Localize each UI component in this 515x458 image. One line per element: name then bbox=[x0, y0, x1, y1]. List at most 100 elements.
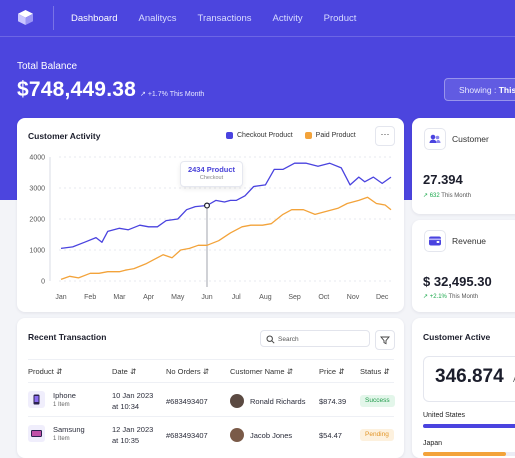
x-tick-label: Apr bbox=[143, 294, 155, 301]
showing-dropdown[interactable]: Showing : This bbox=[444, 78, 515, 101]
customer-active-box: 346.874 A bbox=[423, 356, 515, 402]
customer-active-title: Customer Active bbox=[423, 332, 491, 342]
users-icon bbox=[424, 128, 446, 150]
col-header-customer[interactable]: Customer Name ⇵ bbox=[230, 367, 293, 376]
x-tick-label: May bbox=[171, 294, 185, 301]
legend-label-checkout[interactable]: Checkout Product bbox=[237, 132, 293, 139]
arrow-up-right-icon: ↗ bbox=[423, 193, 430, 199]
col-header-price[interactable]: Price ⇵ bbox=[319, 367, 344, 376]
balance-change-text: +1.7% This Month bbox=[147, 91, 205, 98]
total-balance-label: Total Balance bbox=[17, 61, 78, 72]
x-tick-label: Aug bbox=[259, 294, 272, 301]
nav-analytics[interactable]: Analitycs bbox=[138, 12, 177, 24]
sort-icon: ⇵ bbox=[286, 367, 293, 376]
series-line-paid bbox=[60, 196, 392, 281]
y-tick-label: 4000 bbox=[29, 155, 45, 162]
series-line-checkout bbox=[60, 162, 392, 250]
arrow-up-right-icon: ↗ bbox=[423, 294, 430, 300]
x-tick-label: Dec bbox=[376, 294, 389, 301]
legend-swatch-checkout bbox=[226, 132, 233, 139]
x-tick-label: Mar bbox=[113, 294, 126, 301]
table-row-time: at 10:34 bbox=[112, 402, 140, 411]
tooltip-value: 2434 Product bbox=[187, 165, 236, 174]
status-badge: Success bbox=[360, 395, 395, 407]
activity-line-chart: 0 1000 2000 3000 4000 Jan Feb Mar Apr May Jun Jul Au… bbox=[29, 155, 394, 301]
balance-change: ↗ +1.7% This Month bbox=[140, 90, 204, 98]
x-tick-label: Jul bbox=[232, 294, 241, 301]
col-header-orders-label: No Orders bbox=[166, 367, 201, 376]
sort-icon: ⇵ bbox=[129, 367, 137, 376]
header-top-divider bbox=[28, 359, 394, 360]
customer-activity-card: Customer Activity Checkout Product Paid … bbox=[17, 118, 404, 312]
nav-underline bbox=[0, 36, 515, 37]
filter-icon bbox=[380, 336, 390, 345]
nav-dashboard[interactable]: Dashboard bbox=[71, 12, 118, 24]
col-header-date[interactable]: Date ⇵ bbox=[112, 367, 136, 376]
nav-divider bbox=[53, 6, 54, 30]
total-balance-value: $748,449.38 bbox=[17, 78, 136, 101]
table-row-date: 10 Jan 2023 bbox=[112, 391, 154, 400]
row-divider bbox=[28, 416, 394, 417]
filter-button[interactable] bbox=[375, 330, 395, 350]
col-header-status[interactable]: Status ⇵ bbox=[360, 367, 390, 376]
revenue-label: Revenue bbox=[452, 236, 487, 246]
header-bottom-divider bbox=[28, 382, 394, 383]
search-input[interactable]: Search bbox=[260, 330, 370, 347]
customer-change-suffix: This Month bbox=[441, 193, 471, 199]
table-row-price: $874.39 bbox=[319, 397, 347, 406]
y-tick-label: 2000 bbox=[29, 217, 45, 224]
more-options-button[interactable]: ··· bbox=[375, 126, 395, 146]
revenue-change-value: +2.1% bbox=[429, 294, 447, 300]
nav-product[interactable]: Product bbox=[323, 12, 357, 24]
chart-legend: Checkout Product Paid Product bbox=[226, 132, 356, 139]
revenue-change-suffix: This Month bbox=[448, 294, 479, 300]
revenue-change: ↗ +2.1% This Month bbox=[423, 293, 478, 300]
logo-cube-icon[interactable] bbox=[17, 9, 34, 26]
customer-active-value: 346.874 bbox=[435, 366, 504, 387]
table-row-product-qty: 1 Item bbox=[53, 436, 70, 442]
highlight-point bbox=[204, 202, 211, 209]
y-tick-label: 0 bbox=[41, 279, 45, 286]
table-row-order: #683493407 bbox=[166, 431, 208, 440]
table-row-customer: Jacob Jones bbox=[250, 431, 293, 440]
country-bar-us bbox=[423, 424, 515, 428]
col-header-orders[interactable]: No Orders ⇵ bbox=[166, 367, 209, 376]
table-row-customer: Ronald Richards bbox=[250, 397, 306, 406]
showing-value: This bbox=[498, 85, 515, 95]
x-tick-label: Feb bbox=[84, 294, 96, 301]
col-header-product[interactable]: Product ⇵ bbox=[28, 367, 62, 376]
col-header-product-label: Product bbox=[28, 367, 54, 376]
recent-transaction-title: Recent Transaction bbox=[28, 332, 107, 342]
sort-icon: ⇵ bbox=[202, 367, 209, 376]
nav-activity[interactable]: Activity bbox=[272, 12, 303, 24]
customer-label: Customer bbox=[452, 134, 489, 144]
recent-transaction-card: Recent Transaction Search Product ⇵ Date… bbox=[17, 318, 404, 458]
customer-kpi-card[interactable]: Customer 27.394 ↗ 632 This Month bbox=[412, 118, 515, 214]
country-bar-fill-us bbox=[423, 424, 515, 428]
customer-change-value: 632 bbox=[429, 193, 440, 199]
nav-transactions[interactable]: Transactions bbox=[197, 12, 252, 24]
col-header-status-label: Status bbox=[360, 367, 382, 376]
search-icon bbox=[266, 335, 275, 344]
x-tick-label: Oct bbox=[318, 294, 329, 301]
revenue-kpi-card[interactable]: Revenue $ 32,495.30 ↗ +2.1% This Month bbox=[412, 220, 515, 312]
avatar bbox=[230, 394, 244, 408]
country-label-us: United States bbox=[423, 412, 466, 419]
customer-active-suffix: A bbox=[513, 375, 515, 384]
status-badge: Pending bbox=[360, 429, 394, 441]
country-bar-fill-japan bbox=[423, 452, 506, 456]
wallet-icon bbox=[424, 230, 446, 252]
sort-icon: ⇵ bbox=[383, 367, 390, 376]
product-image-samsung bbox=[28, 425, 45, 442]
product-image-iphone bbox=[28, 391, 45, 408]
customer-change: ↗ 632 This Month bbox=[423, 192, 471, 199]
col-header-date-label: Date bbox=[112, 367, 128, 376]
customer-value: 27.394 bbox=[423, 172, 463, 187]
legend-label-paid[interactable]: Paid Product bbox=[315, 132, 356, 139]
customer-activity-title: Customer Activity bbox=[28, 131, 101, 141]
x-tick-label: Jun bbox=[201, 294, 212, 301]
country-label-japan: Japan bbox=[423, 440, 443, 447]
table-row-product-qty: 1 Item bbox=[53, 402, 70, 408]
chart-tooltip: 2434 Product Checkout bbox=[180, 161, 243, 187]
y-tick-label: 1000 bbox=[29, 248, 45, 255]
